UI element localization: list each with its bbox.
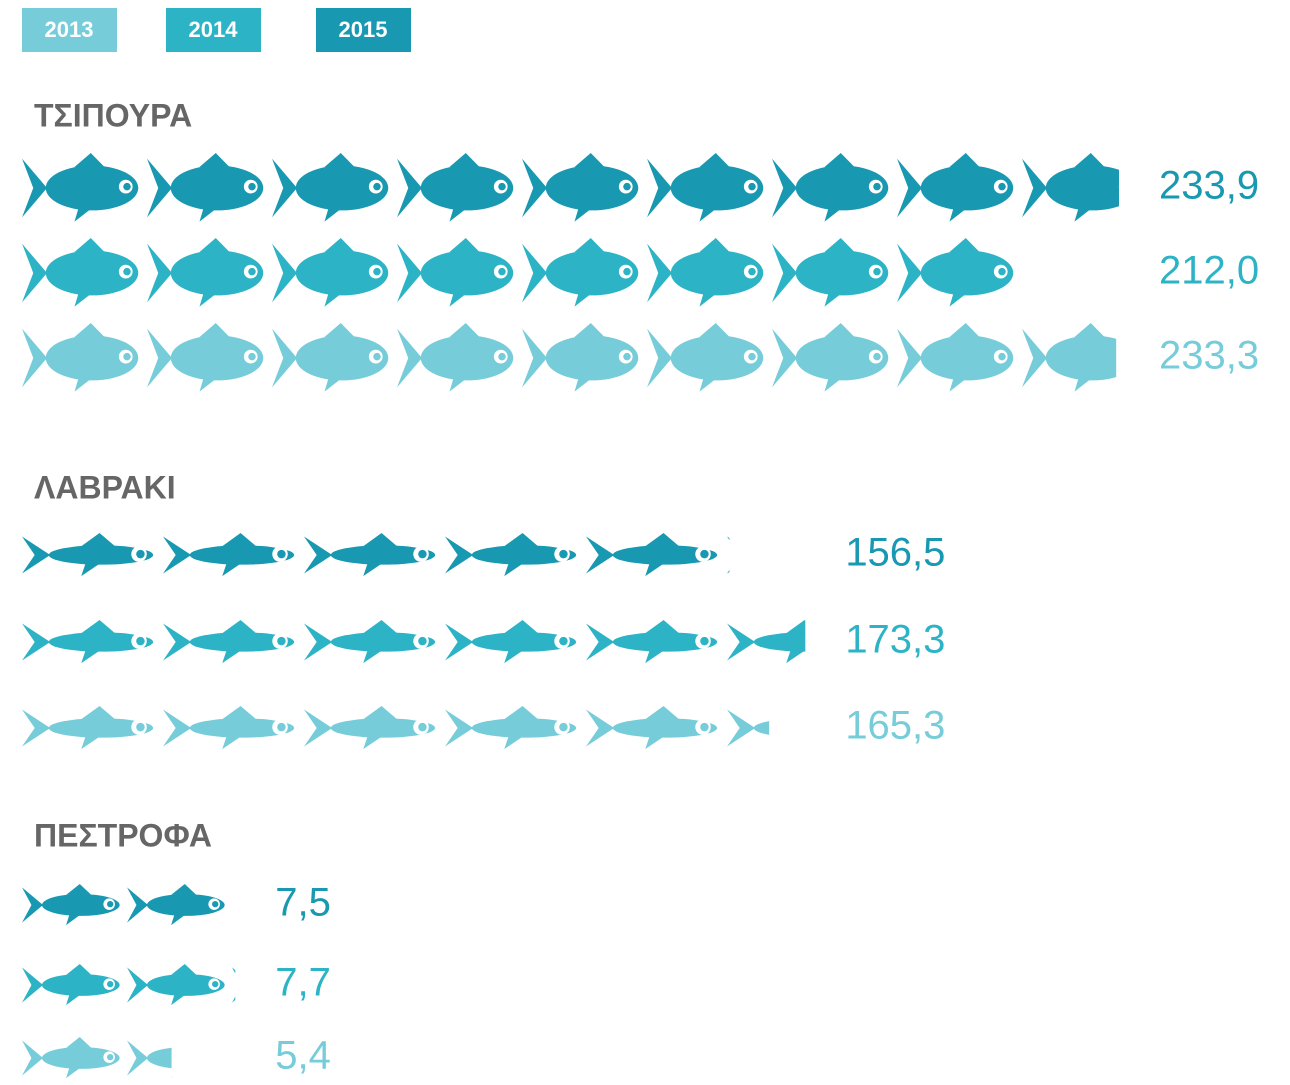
group-title: ΤΣΙΠΟΥΡΑ <box>34 97 192 133</box>
value-label: 233,9 <box>1159 164 1259 208</box>
pictogram-bar <box>22 964 236 1006</box>
value-label: 212,0 <box>1159 249 1259 293</box>
value-label: 7,7 <box>275 961 331 1005</box>
legend-label: 2013 <box>45 17 94 42</box>
group-title: ΠΕΣΤΡΟΦΑ <box>34 817 212 853</box>
value-label: 233,3 <box>1159 334 1259 378</box>
pictogram-bar <box>22 323 1117 392</box>
pictogram-bar <box>22 1037 172 1079</box>
pictogram-bar <box>22 533 730 577</box>
pictogram-bar <box>22 620 806 664</box>
pictogram-bar <box>22 153 1119 222</box>
legend-label: 2015 <box>339 17 388 42</box>
legend-swatch <box>22 8 117 52</box>
legend-label: 2014 <box>189 17 239 42</box>
value-label: 165,3 <box>845 704 945 748</box>
legend-swatch <box>166 8 261 52</box>
group-title: ΛΑΒΡΑΚΙ <box>34 469 176 505</box>
pictogram-bar <box>22 706 770 750</box>
legend-swatch <box>316 8 411 52</box>
value-label: 7,5 <box>275 881 331 925</box>
value-label: 173,3 <box>845 618 945 662</box>
value-label: 5,4 <box>275 1034 331 1078</box>
pictogram-bar <box>22 884 225 926</box>
pictogram-bar <box>22 238 1014 307</box>
value-label: 156,5 <box>845 531 945 575</box>
